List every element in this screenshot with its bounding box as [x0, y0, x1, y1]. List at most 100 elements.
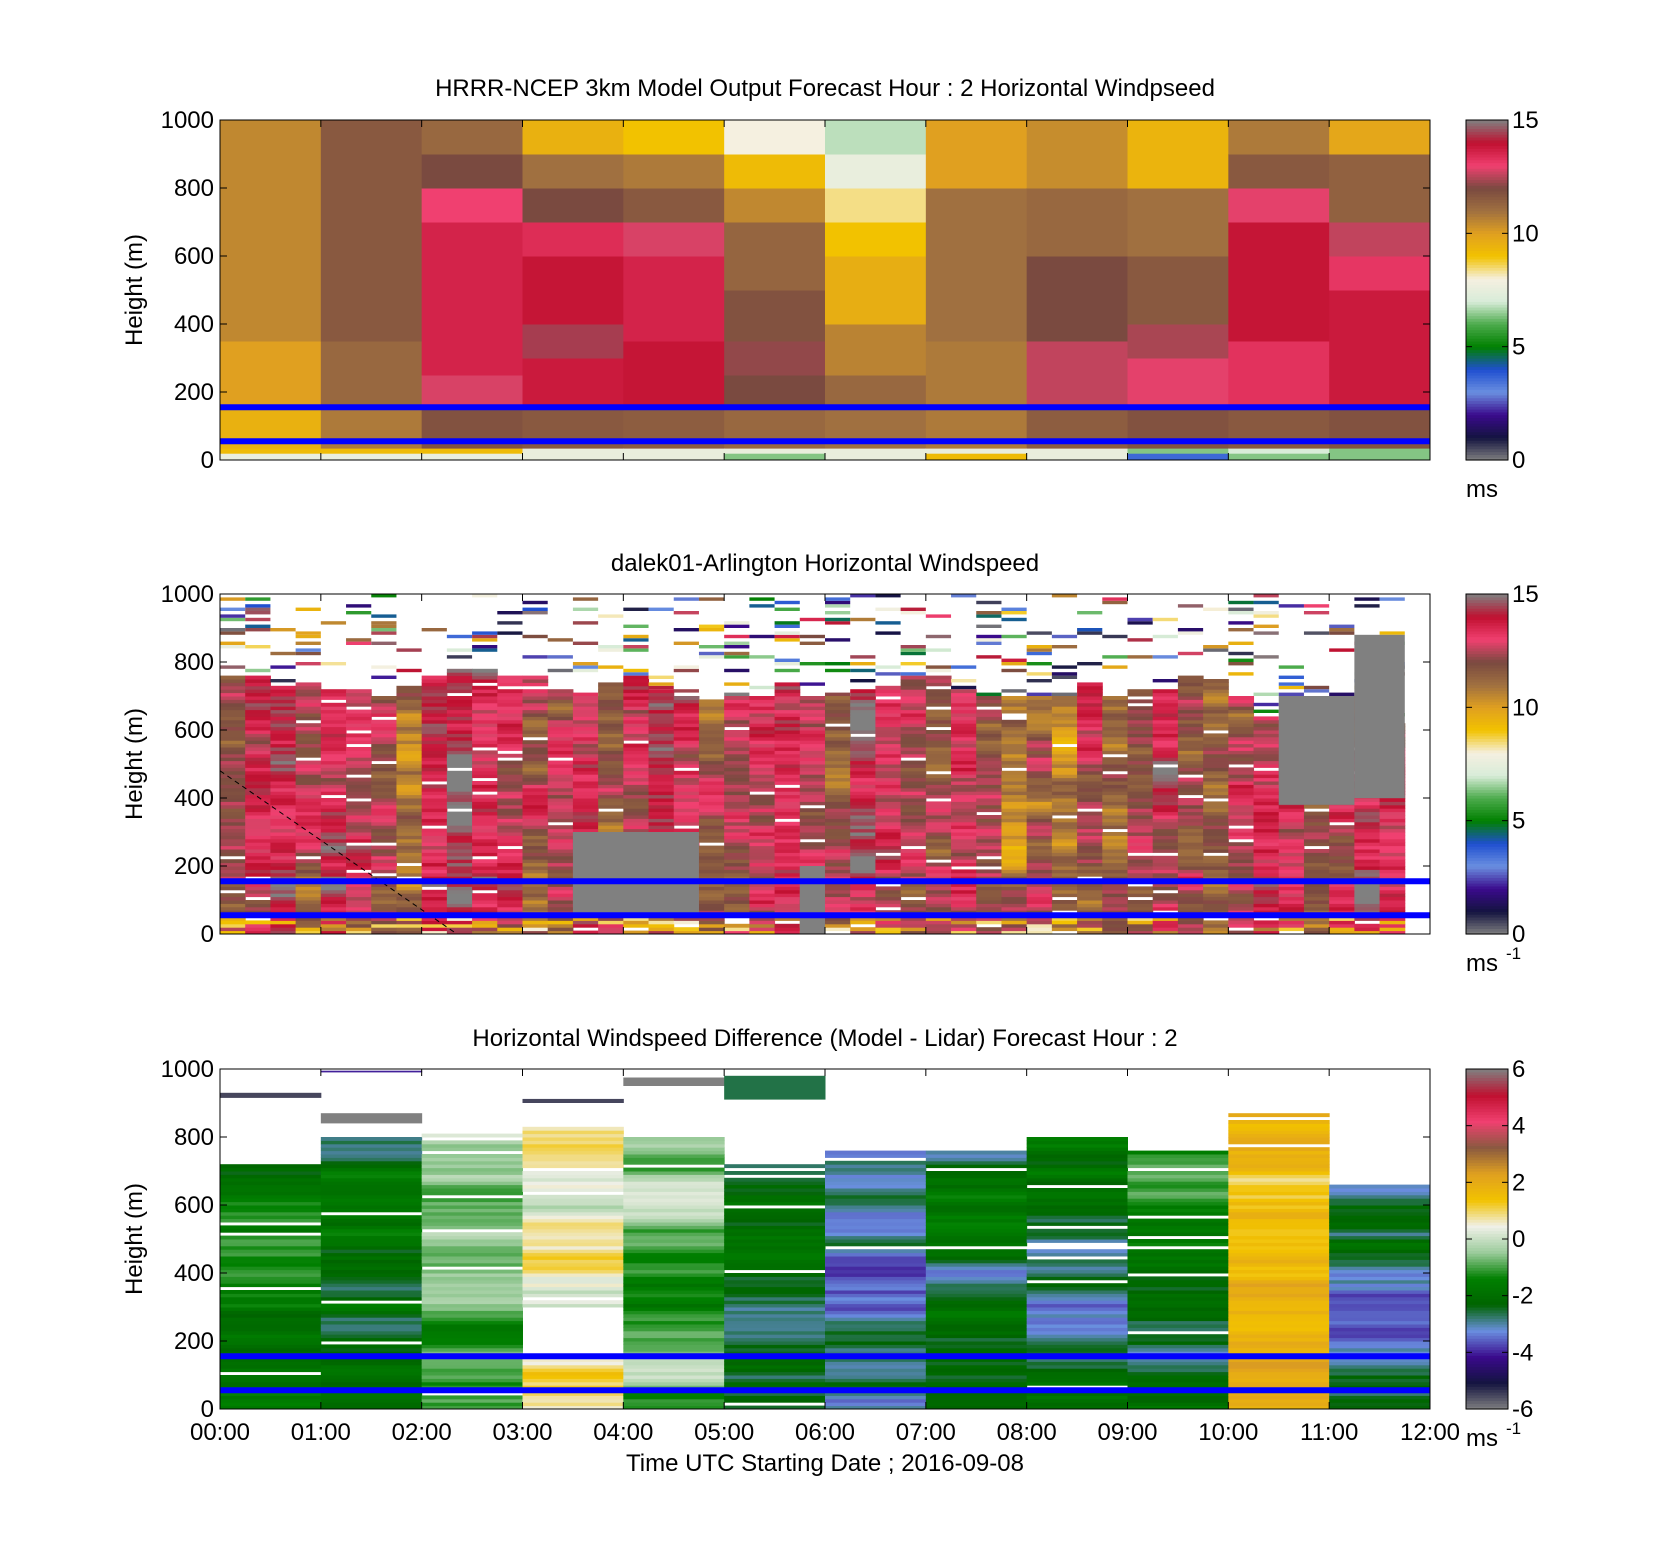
colorbar-swatch — [1466, 375, 1508, 379]
colorbar-swatch — [1466, 917, 1508, 921]
heatmap-cell — [774, 808, 801, 813]
heatmap-cell — [371, 923, 397, 928]
heatmap-cell — [547, 906, 574, 911]
heatmap-cell — [1051, 903, 1078, 908]
heatmap-cell — [522, 1385, 624, 1390]
heatmap-cell — [900, 784, 927, 789]
heatmap-cell — [825, 1160, 927, 1165]
heatmap-cell — [1001, 832, 1028, 836]
heatmap-cell — [522, 1150, 624, 1155]
heatmap-cell — [1026, 1358, 1128, 1362]
heatmap-cell — [547, 692, 574, 697]
heatmap-cell — [1127, 1402, 1229, 1407]
heatmap-cell — [472, 872, 498, 877]
heatmap-cell — [1228, 1177, 1330, 1182]
heatmap-cell — [598, 689, 624, 694]
heatmap-cell — [421, 706, 448, 711]
heatmap-cell — [320, 1256, 423, 1260]
heatmap-cell — [724, 1347, 826, 1352]
heatmap-cell — [1278, 920, 1305, 925]
heatmap-cell — [1026, 1249, 1128, 1254]
heatmap-cell — [1102, 906, 1128, 911]
heatmap-cell — [1001, 791, 1028, 796]
heatmap-cell — [320, 1143, 423, 1148]
heatmap-cell — [1051, 927, 1078, 932]
heatmap-cell — [1127, 1177, 1229, 1182]
heatmap-cell — [396, 825, 423, 830]
heatmap-cell — [522, 1245, 624, 1250]
no-data-region — [1354, 634, 1405, 798]
heatmap-cell — [724, 1259, 826, 1264]
heatmap-cell — [724, 1337, 826, 1342]
heatmap-cell — [1102, 845, 1128, 850]
heatmap-cell — [346, 611, 372, 615]
heatmap-cell — [1177, 719, 1204, 724]
heatmap-cell — [547, 838, 574, 843]
heatmap-cell — [1102, 736, 1128, 741]
heatmap-cell — [1253, 835, 1280, 840]
heatmap-cell — [472, 828, 498, 833]
heatmap-cell — [951, 862, 977, 867]
heatmap-cell — [1127, 872, 1154, 877]
heatmap-cell — [220, 1228, 322, 1233]
heatmap-cell — [850, 617, 876, 622]
heatmap-cell — [547, 852, 574, 857]
heatmap-cell — [774, 740, 801, 745]
heatmap-cell — [1051, 774, 1078, 779]
heatmap-cell — [1001, 743, 1028, 748]
heatmap-cell — [547, 845, 574, 850]
heatmap-cell — [976, 767, 1002, 772]
heatmap-cell — [446, 828, 473, 833]
heatmap-cell — [850, 903, 876, 908]
heatmap-cell — [572, 706, 599, 711]
heatmap-cell — [270, 906, 297, 911]
colorbar-swatch — [1466, 1363, 1508, 1368]
heatmap-cell — [472, 917, 498, 921]
heatmap-cell — [421, 767, 448, 772]
heatmap-cell — [951, 740, 977, 745]
heatmap-cell — [522, 927, 549, 932]
heatmap-cell — [1127, 842, 1154, 847]
heatmap-cell — [1152, 842, 1179, 847]
heatmap-cell — [799, 706, 826, 711]
heatmap-cell — [900, 927, 927, 932]
heatmap-cell — [1228, 1334, 1330, 1339]
heatmap-cell — [648, 689, 675, 694]
heatmap-cell — [497, 760, 523, 765]
heatmap-cell — [220, 628, 246, 632]
heatmap-cell — [623, 1327, 725, 1332]
heatmap-cell — [446, 753, 473, 758]
heatmap-cell — [976, 828, 1002, 833]
heatmap-cell — [1152, 903, 1179, 908]
heatmap-cell — [724, 1385, 826, 1390]
heatmap-cell — [421, 838, 448, 843]
heatmap-cell — [623, 1276, 725, 1281]
heatmap-cell — [446, 679, 473, 683]
heatmap-cell — [1228, 1341, 1330, 1345]
heatmap-cell — [346, 719, 372, 724]
heatmap-cell — [472, 862, 498, 867]
heatmap-cell — [320, 1381, 423, 1386]
heatmap-cell — [875, 842, 902, 847]
heatmap-cell — [1077, 682, 1103, 687]
heatmap-cell — [1303, 883, 1330, 887]
heatmap-cell — [749, 808, 776, 813]
heatmap-cell — [951, 726, 977, 731]
heatmap-cell — [270, 774, 297, 779]
heatmap-cell — [220, 726, 246, 731]
heatmap-cell — [295, 767, 322, 772]
colorbar-swatch — [1466, 832, 1508, 836]
heatmap-cell — [472, 930, 498, 934]
heatmap-cell — [1001, 842, 1028, 847]
heatmap-cell — [421, 906, 448, 911]
heatmap-cell — [245, 719, 271, 724]
heatmap-cell — [598, 713, 624, 717]
heatmap-cell — [245, 930, 271, 934]
heatmap-cell — [1303, 917, 1330, 921]
y-tick-label: 200 — [174, 1328, 214, 1355]
heatmap-cell — [875, 743, 902, 748]
heatmap-cell — [825, 825, 851, 830]
heatmap-cell — [220, 903, 246, 908]
heatmap-cell — [472, 706, 498, 711]
heatmap-cell — [346, 838, 372, 843]
